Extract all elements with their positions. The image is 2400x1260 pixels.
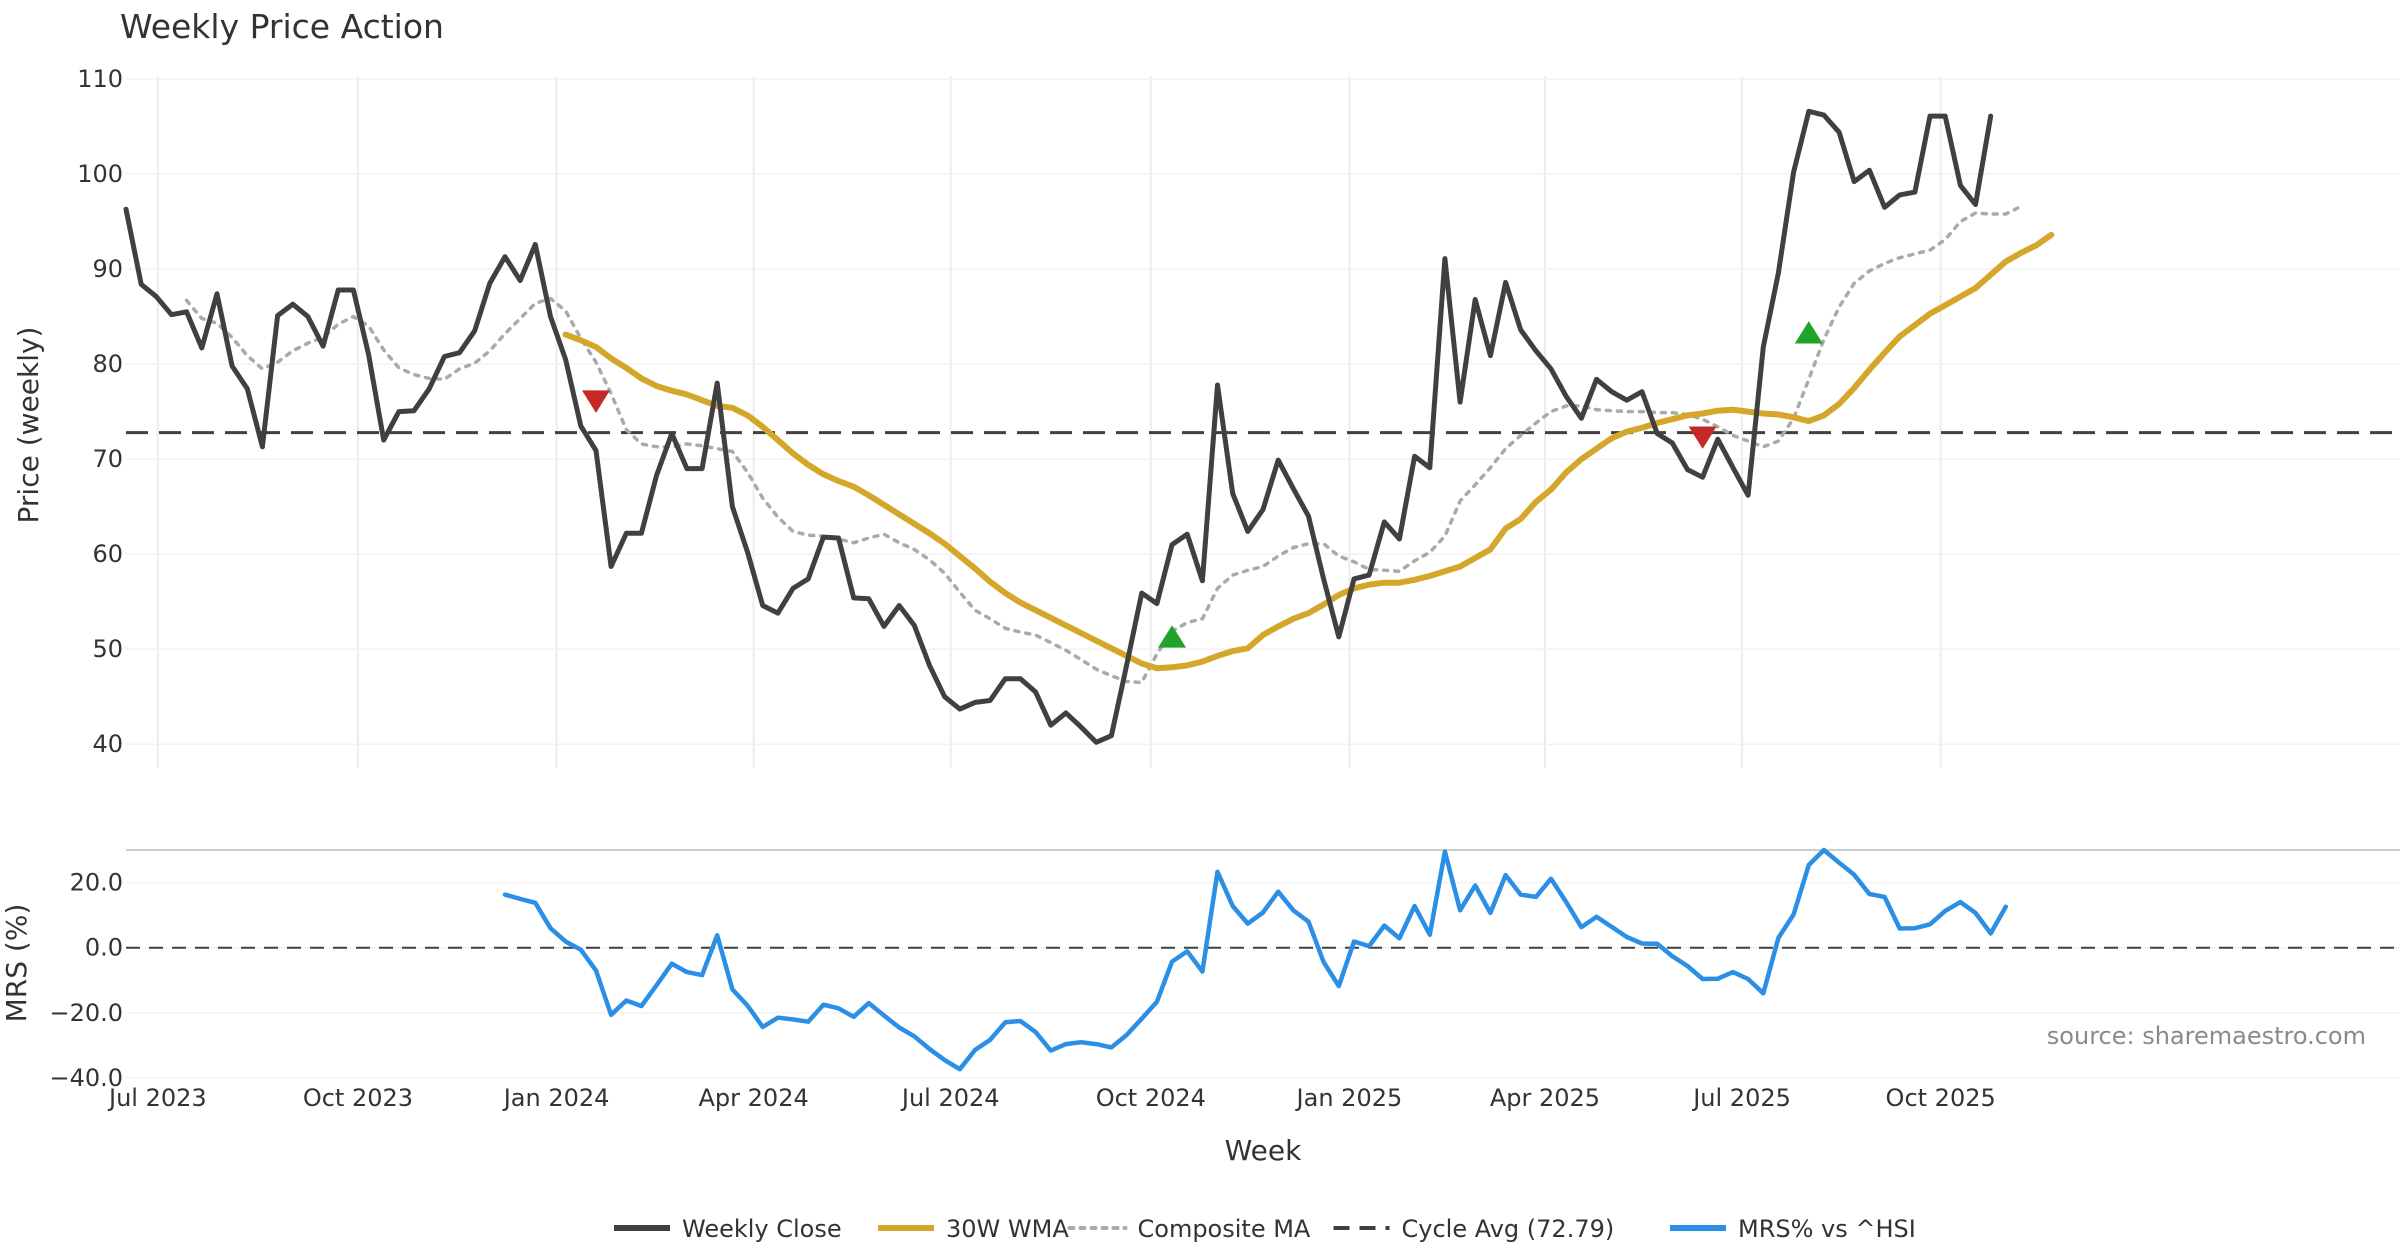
price-y-axis-label: Price (weekly)	[12, 327, 45, 524]
x-tick-apr-2025: Apr 2025	[1490, 1084, 1600, 1112]
x-tick-jul-2024: Jul 2024	[900, 1084, 1000, 1112]
x-tick-oct-2023: Oct 2023	[303, 1084, 413, 1112]
sell-signal-marker-1	[581, 390, 610, 413]
source-note: source: sharemaestro.com	[2047, 1022, 2366, 1050]
price-y-tick-80: 80	[92, 350, 123, 378]
price-y-tick-110: 110	[77, 65, 123, 93]
price-panel: 40 50 60 70 80 90 100 110 Price (weekly)	[12, 65, 2400, 768]
legend-composite-ma-label: Composite MA	[1138, 1215, 1311, 1243]
x-tick-jan-2025: Jan 2025	[1295, 1084, 1403, 1112]
mrs-panel: −40.0 −20.0 0.0 20.0 MRS (%) source: sharem…	[0, 847, 2400, 1092]
price-y-tick-labels: 40 50 60 70 80 90 100 110	[77, 65, 123, 758]
price-y-tick-70: 70	[92, 445, 123, 473]
price-y-tick-50: 50	[92, 635, 123, 663]
x-tick-jul-2023: Jul 2023	[107, 1084, 207, 1112]
legend: Weekly Close 30W WMA Composite MA Cycle Avg…	[614, 1215, 1916, 1243]
price-y-tick-90: 90	[92, 255, 123, 283]
x-axis-label: Week	[1225, 1134, 1302, 1167]
legend-cycle-avg-72-79-label: Cycle Avg (72.79)	[1402, 1215, 1615, 1243]
legend-mrs-vs-hsi-label: MRS% vs ^HSI	[1738, 1215, 1916, 1243]
mrs-y-tick-1: −20.0	[49, 999, 123, 1027]
buy-signal-marker-4	[1794, 321, 1823, 344]
x-tick-oct-2025: Oct 2025	[1886, 1084, 1996, 1112]
mrs-vs-hsi-line	[502, 847, 2009, 1072]
price-y-tick-60: 60	[92, 540, 123, 568]
x-tick-jan-2024: Jan 2024	[502, 1084, 610, 1112]
legend-30w-wma-label: 30W WMA	[946, 1215, 1069, 1243]
wma-30w-line	[562, 231, 2055, 672]
chart-title: Weekly Price Action	[120, 7, 444, 46]
x-tick-labels: Jul 2023 Oct 2023 Jan 2024 Apr 2024 Jul 2024…	[107, 1084, 1996, 1112]
x-tick-apr-2024: Apr 2024	[699, 1084, 809, 1112]
mrs-y-tick-labels: −40.0 −20.0 0.0 20.0	[49, 869, 123, 1092]
x-tick-jul-2025: Jul 2025	[1691, 1084, 1791, 1112]
signal-markers	[581, 321, 1823, 648]
sell-signal-marker-3	[1688, 426, 1717, 449]
mrs-y-axis-label: MRS (%)	[0, 904, 33, 1023]
mrs-y-tick-2: 0.0	[85, 934, 123, 962]
buy-signal-marker-2	[1158, 625, 1187, 648]
mrs-y-tick-3: 20.0	[70, 869, 123, 897]
price-gridlines	[126, 76, 2400, 768]
price-y-tick-40: 40	[92, 730, 123, 758]
composite-ma-line	[184, 204, 2023, 685]
x-tick-oct-2024: Oct 2024	[1096, 1084, 1206, 1112]
legend-weekly-close-label: Weekly Close	[682, 1215, 842, 1243]
mrs-y-tick-0: −40.0	[49, 1064, 123, 1092]
weekly-close-line	[123, 108, 1994, 745]
price-y-tick-100: 100	[77, 160, 123, 188]
